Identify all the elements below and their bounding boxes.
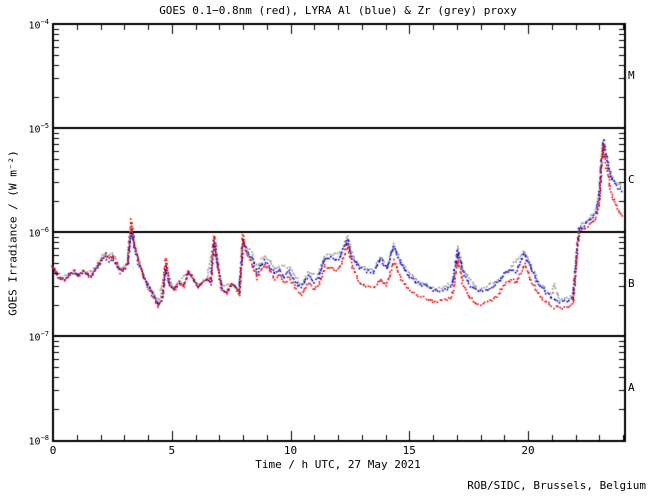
flare-class-label: A: [628, 381, 635, 394]
x-tick-label: 10: [283, 444, 298, 457]
y-tick-label: 10−6: [28, 226, 49, 240]
x-tick-label: 20: [521, 444, 535, 457]
y-tick-label: 10−5: [28, 122, 49, 136]
x-axis-label: Time / h UTC, 27 May 2021: [255, 458, 421, 471]
flare-class-label: M: [628, 69, 635, 82]
credit-text: ROB/SIDC, Brussels, Belgium: [467, 479, 646, 492]
x-tick-label: 0: [49, 444, 57, 457]
x-tick-label: 5: [168, 444, 176, 457]
y-tick-label: 10−7: [28, 330, 49, 344]
flare-class-label: B: [628, 277, 635, 290]
x-tick-label: 15: [402, 444, 416, 457]
flare-class-label: C: [628, 173, 635, 186]
y-tick-label: 10−8: [28, 434, 49, 448]
chart-title: GOES 0.1−0.8nm (red), LYRA Al (blue) & Z…: [159, 4, 517, 17]
y-tick-label: 10−4: [28, 18, 49, 32]
